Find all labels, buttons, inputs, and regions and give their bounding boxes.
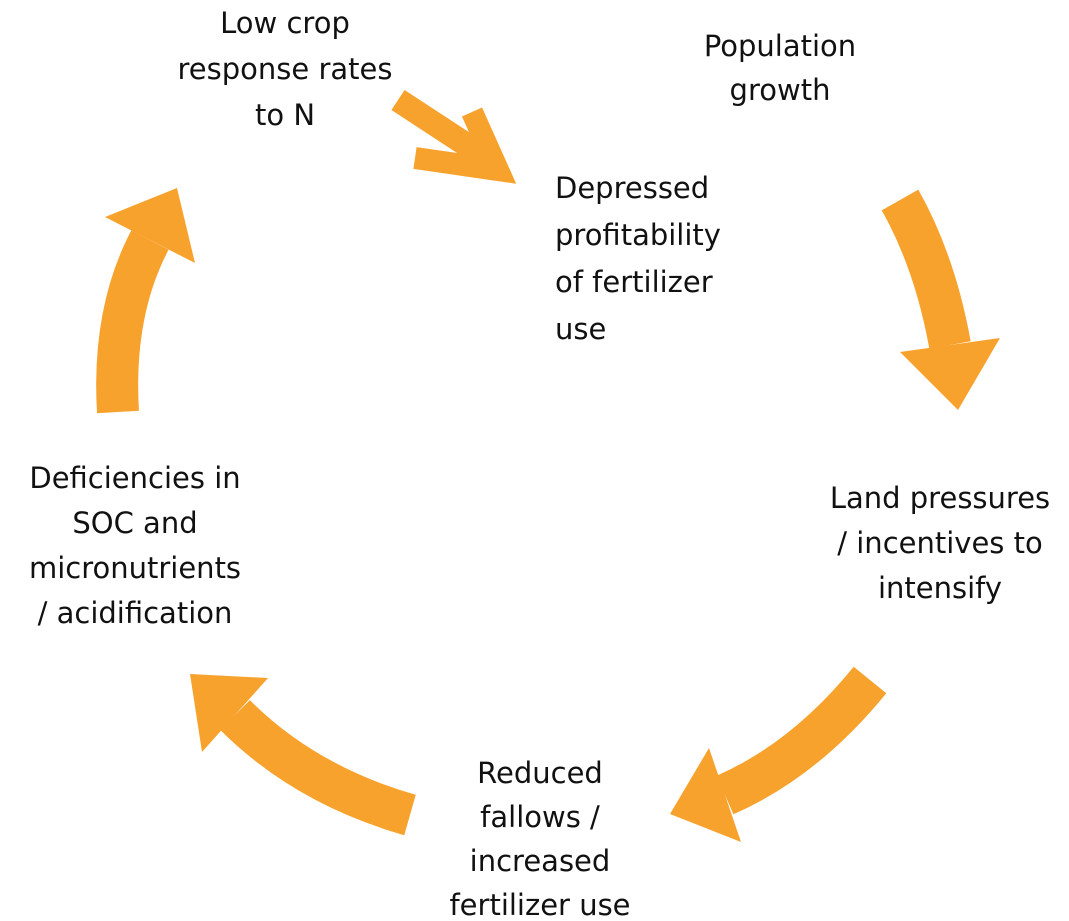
node-label: Reduced <box>477 756 603 790</box>
node-label: intensify <box>878 571 1002 605</box>
node-label: micronutrients <box>29 551 241 585</box>
arrow-head <box>670 748 741 842</box>
arrow <box>716 666 887 815</box>
arrow-head <box>190 674 268 752</box>
arrow-head <box>105 188 195 263</box>
node-label: Land pressures <box>830 481 1050 515</box>
node-label: Population <box>704 29 856 63</box>
labels: Low crop response rates to N Population grow… <box>29 6 1050 921</box>
node-label: profitability <box>555 218 721 252</box>
node-label: SOC and <box>72 506 197 540</box>
node-label: fertilizer use <box>449 888 630 921</box>
node-label: Deficiencies in <box>29 461 240 495</box>
node-label: fallows / <box>480 800 600 834</box>
node-label: increased <box>470 844 611 878</box>
node-label: of fertilizer <box>555 265 713 299</box>
arrow-head <box>413 107 517 184</box>
node-label: response rates <box>178 52 393 86</box>
node-label: Depressed <box>555 171 709 205</box>
arrow-head <box>900 338 1000 410</box>
arrow <box>881 189 971 349</box>
arrow <box>96 230 169 414</box>
node-label: Low crop <box>220 6 350 40</box>
node-label: use <box>555 312 606 346</box>
node-label: to N <box>255 98 315 132</box>
arrow <box>220 700 416 836</box>
node-label: / acidification <box>38 596 233 630</box>
arrow <box>391 89 489 166</box>
node-label: / incentives to <box>837 526 1042 560</box>
arrows <box>96 89 1000 842</box>
node-label: growth <box>730 73 831 107</box>
